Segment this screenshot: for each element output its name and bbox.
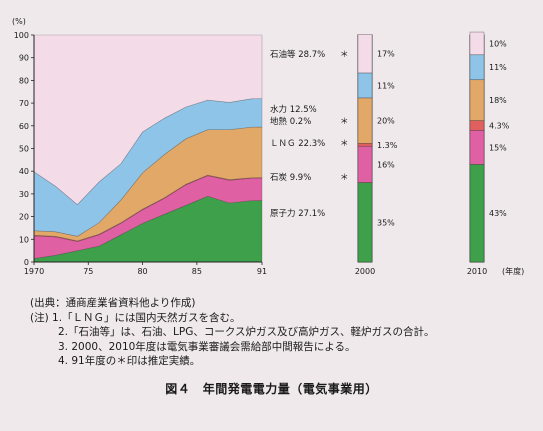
y-tick-label-7: 70 <box>19 99 29 108</box>
figure-caption: 図４ 年間発電電力量（電気事業用） <box>165 382 378 396</box>
projection-year-1: 2010 <box>467 267 487 276</box>
y-tick-label-10: 100 <box>14 31 29 40</box>
projection-segment-0-3 <box>357 97 373 144</box>
side-label-0: 石油等 28.7% <box>270 49 325 60</box>
x-tick-label-3: 85 <box>192 267 202 276</box>
note-4: 4. 91年度の＊印は推定実績。 <box>58 355 201 367</box>
side-label-star-0: ＊ <box>340 50 349 60</box>
area-series-5 <box>33 34 263 206</box>
projection-segment-0-2 <box>357 142 373 147</box>
projection-segment-1-2 <box>469 120 485 131</box>
generation-mix-chart: 0 10 20 30 40 50 60 70 80 90 100 (%) 1970 75 80 85 91 石油等… <box>12 17 524 276</box>
y-tick-label-3: 30 <box>19 190 29 199</box>
side-label-4: 石炭 9.9% <box>270 173 311 183</box>
notes-block: (出典：通商産業省資料他より作成) (注) 1.「ＬＮＧ」には国内天然ガスを含む… <box>30 296 530 369</box>
projection-label-1-1: 15% <box>489 143 507 152</box>
projection-segment-1-5 <box>469 31 485 56</box>
side-label-2: 地熱 0.2% <box>270 116 311 127</box>
side-label-star-2: ＊ <box>340 117 349 127</box>
y-axis-unit-label: (%) <box>12 17 26 26</box>
note-2: 2.「石油等」は、石油、LPG、コークス炉ガス及び高炉ガス、軽炉ガスの合計。 <box>58 326 435 338</box>
source-note: (出典：通商産業省資料他より作成) <box>30 297 196 309</box>
note-1: (注) 1.「ＬＮＧ」には国内天然ガスを含む。 <box>30 311 241 324</box>
projection-label-1-5: 10% <box>489 39 507 48</box>
projection-label-0-1: 16% <box>377 160 395 169</box>
projection-label-1-4: 11% <box>489 63 507 72</box>
projection-segment-0-1 <box>357 145 373 183</box>
side-label-star-4: ＊ <box>340 173 349 183</box>
projection-segment-1-3 <box>469 79 485 121</box>
y-tick-label-5: 50 <box>19 145 29 154</box>
projection-label-0-3: 20% <box>377 117 395 126</box>
note-3: 3. 2000、2010年度は電気事業審議会需給部中間報告による。 <box>58 340 356 353</box>
projection-label-0-4: 11% <box>377 81 395 90</box>
projection-segment-0-4 <box>357 72 373 99</box>
side-label-star-3: ＊ <box>340 139 349 149</box>
side-label-1: 水力 12.5% <box>270 104 317 115</box>
y-tick-label-0: 0 <box>24 258 29 267</box>
y-tick-label-1: 10 <box>19 235 29 244</box>
side-label-3: ＬＮＧ 22.3% <box>270 139 325 149</box>
projection-segment-0-5 <box>357 34 373 74</box>
projection-year-0: 2000 <box>355 267 375 276</box>
projection-segment-1-4 <box>469 54 485 81</box>
x-tick-label-2: 80 <box>137 267 147 276</box>
projection-segment-1-0 <box>469 164 485 263</box>
y-tick-label-2: 20 <box>19 213 29 222</box>
projection-segment-0-0 <box>357 182 373 263</box>
x-tick-label-1: 75 <box>83 267 93 276</box>
side-label-5: 原子力 27.1% <box>270 208 325 219</box>
projection-label-1-2: 4.3% <box>489 121 510 130</box>
projection-label-0-5: 17% <box>377 50 395 59</box>
projection-label-0-0: 35% <box>377 218 395 227</box>
projection-segment-1-1 <box>469 130 485 165</box>
y-tick-label-9: 90 <box>19 54 29 63</box>
projection-year-suffix-1: (年度) <box>502 266 524 276</box>
y-tick-label-8: 80 <box>19 76 29 85</box>
y-tick-label-6: 60 <box>19 122 29 131</box>
y-tick-label-4: 40 <box>19 167 29 176</box>
projection-label-1-3: 18% <box>489 96 507 105</box>
projection-label-1-0: 43% <box>489 209 507 218</box>
x-tick-label-4: 91 <box>257 267 267 276</box>
projection-label-0-2: 1.3% <box>377 141 398 150</box>
x-tick-label-0: 1970 <box>24 267 44 276</box>
